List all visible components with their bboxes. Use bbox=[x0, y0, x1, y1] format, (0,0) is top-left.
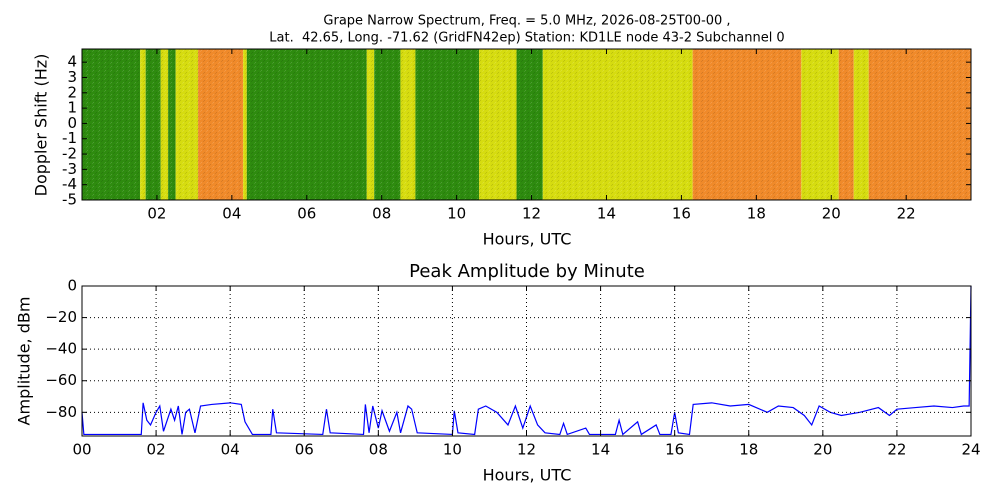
y-axis-label: Doppler Shift (Hz) bbox=[32, 54, 51, 197]
y-tick-label: -1 bbox=[62, 129, 77, 147]
y-tick-label: -4 bbox=[62, 175, 77, 193]
x-tick-label: 16 bbox=[665, 441, 684, 459]
x-tick-label: 02 bbox=[147, 205, 166, 223]
x-tick-label: 22 bbox=[897, 205, 916, 223]
y-tick-label: −80 bbox=[45, 403, 77, 421]
x-tick-label: 08 bbox=[372, 205, 391, 223]
y-tick-label: 2 bbox=[67, 83, 77, 101]
data-line bbox=[81, 285, 972, 436]
x-tick-label: 22 bbox=[887, 441, 906, 459]
x-tick-label: 02 bbox=[147, 441, 166, 459]
x-tick-label: 18 bbox=[747, 205, 766, 223]
x-tick-label: 18 bbox=[739, 441, 758, 459]
x-tick-label: 04 bbox=[222, 205, 241, 223]
chart-subtitle: Lat. 42.65, Long. -71.62 (GridFN42ep) St… bbox=[269, 31, 784, 46]
x-tick-label: 08 bbox=[369, 441, 388, 459]
x-tick-label: 14 bbox=[591, 441, 610, 459]
y-tick-label: -3 bbox=[62, 160, 77, 178]
x-tick-label: 10 bbox=[443, 441, 462, 459]
y-tick-label: -5 bbox=[62, 191, 77, 209]
x-tick-label: 24 bbox=[961, 441, 980, 459]
x-axis-label: Hours, UTC bbox=[483, 466, 572, 485]
texture bbox=[82, 49, 971, 200]
x-tick-label: 00 bbox=[72, 441, 91, 459]
x-tick-label: 14 bbox=[597, 205, 616, 223]
x-tick-label: 20 bbox=[822, 205, 841, 223]
x-axis-label: Hours, UTC bbox=[483, 230, 572, 249]
y-tick-label: −40 bbox=[45, 340, 77, 358]
x-tick-label: 06 bbox=[295, 441, 314, 459]
x-tick-label: 20 bbox=[813, 441, 832, 459]
y-tick-label: -2 bbox=[62, 145, 77, 163]
x-tick-label: 04 bbox=[221, 441, 240, 459]
x-tick-label: 12 bbox=[522, 205, 541, 223]
chart-title: Peak Amplitude by Minute bbox=[409, 261, 645, 282]
y-tick-label: 4 bbox=[67, 53, 77, 71]
y-tick-label: 3 bbox=[67, 68, 77, 86]
y-tick-label: −20 bbox=[45, 308, 77, 326]
x-tick-label: 16 bbox=[672, 205, 691, 223]
y-axis-label: Amplitude, dBm bbox=[15, 297, 34, 426]
x-tick-label: 12 bbox=[517, 441, 536, 459]
plot-frame bbox=[81, 48, 972, 201]
y-tick-label: 0 bbox=[67, 277, 77, 295]
y-tick-label: −60 bbox=[45, 371, 77, 389]
plot-frame bbox=[81, 285, 972, 437]
x-tick-label: 10 bbox=[447, 205, 466, 223]
y-tick-label: 1 bbox=[67, 99, 77, 117]
x-tick-label: 06 bbox=[297, 205, 316, 223]
chart-title: Grape Narrow Spectrum, Freq. = 5.0 MHz, … bbox=[323, 14, 730, 29]
y-tick-label: 0 bbox=[67, 114, 77, 132]
